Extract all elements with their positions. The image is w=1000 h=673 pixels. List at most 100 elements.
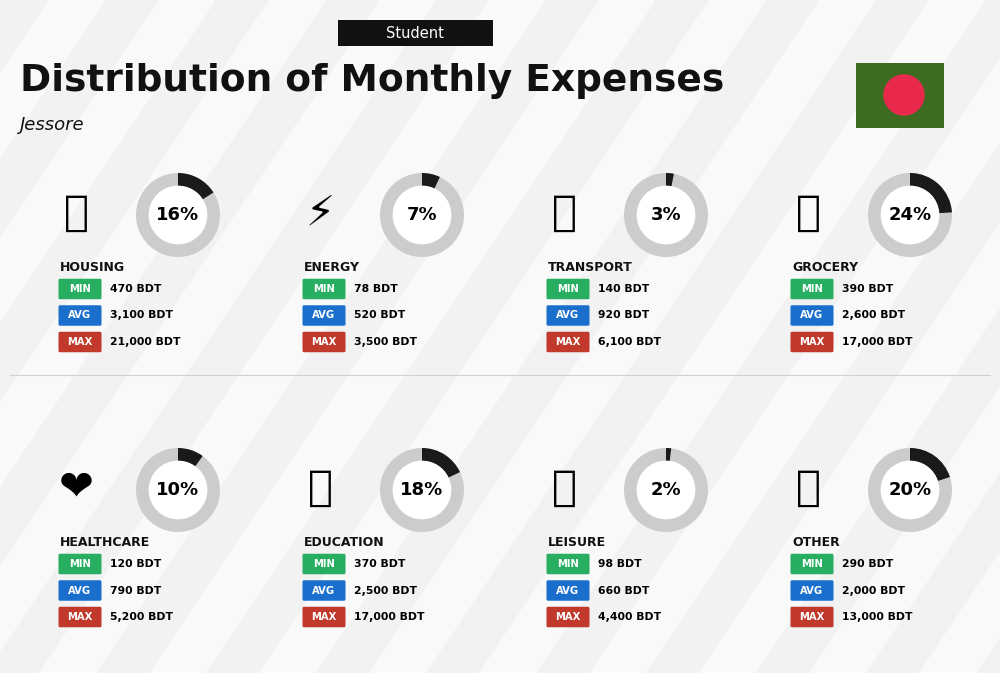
Wedge shape	[666, 448, 671, 461]
Text: AVG: AVG	[556, 310, 580, 320]
FancyBboxPatch shape	[790, 580, 834, 601]
FancyBboxPatch shape	[58, 279, 102, 299]
Text: ENERGY: ENERGY	[304, 261, 360, 274]
Text: TRANSPORT: TRANSPORT	[548, 261, 633, 274]
Text: 3%: 3%	[651, 206, 681, 224]
Text: Jessore: Jessore	[20, 116, 85, 134]
Wedge shape	[422, 173, 440, 188]
Text: MAX: MAX	[311, 612, 337, 622]
FancyBboxPatch shape	[547, 306, 590, 326]
Text: 🛒: 🛒	[796, 192, 820, 234]
Text: 🏙: 🏙	[64, 192, 88, 234]
Text: EDUCATION: EDUCATION	[304, 536, 385, 549]
Text: 10%: 10%	[156, 481, 200, 499]
Text: 3,500 BDT: 3,500 BDT	[354, 337, 417, 347]
Text: 20%: 20%	[888, 481, 932, 499]
Text: 🛍: 🛍	[552, 467, 576, 509]
Text: Student: Student	[386, 26, 444, 40]
FancyBboxPatch shape	[856, 63, 944, 127]
Text: MIN: MIN	[801, 559, 823, 569]
Text: 2%: 2%	[651, 481, 681, 499]
Wedge shape	[136, 448, 220, 532]
Text: 16%: 16%	[156, 206, 200, 224]
Circle shape	[150, 462, 206, 518]
Text: 5,200 BDT: 5,200 BDT	[110, 612, 173, 622]
Circle shape	[882, 462, 938, 518]
Text: 17,000 BDT: 17,000 BDT	[842, 337, 912, 347]
Circle shape	[884, 75, 924, 115]
Text: AVG: AVG	[556, 586, 580, 596]
FancyBboxPatch shape	[547, 332, 590, 352]
Text: LEISURE: LEISURE	[548, 536, 606, 549]
Text: Distribution of Monthly Expenses: Distribution of Monthly Expenses	[20, 63, 724, 99]
Wedge shape	[910, 448, 950, 481]
Circle shape	[638, 186, 694, 244]
FancyBboxPatch shape	[58, 306, 102, 326]
Text: AVG: AVG	[312, 586, 336, 596]
Text: MAX: MAX	[67, 337, 93, 347]
Text: 24%: 24%	[888, 206, 932, 224]
Wedge shape	[868, 173, 952, 257]
Wedge shape	[136, 173, 220, 257]
Text: AVG: AVG	[800, 310, 824, 320]
Text: OTHER: OTHER	[792, 536, 840, 549]
Text: 290 BDT: 290 BDT	[842, 559, 893, 569]
Text: AVG: AVG	[800, 586, 824, 596]
Text: MAX: MAX	[555, 337, 581, 347]
Text: 17,000 BDT: 17,000 BDT	[354, 612, 424, 622]
Text: 140 BDT: 140 BDT	[598, 284, 649, 294]
Wedge shape	[178, 448, 203, 466]
Text: 98 BDT: 98 BDT	[598, 559, 642, 569]
FancyBboxPatch shape	[302, 554, 346, 574]
Text: ⚡: ⚡	[305, 192, 335, 234]
FancyBboxPatch shape	[790, 332, 834, 352]
Text: MIN: MIN	[557, 284, 579, 294]
Text: AVG: AVG	[68, 586, 92, 596]
Text: ❤: ❤	[59, 467, 93, 509]
Wedge shape	[624, 173, 708, 257]
Text: MAX: MAX	[555, 612, 581, 622]
Text: MIN: MIN	[313, 559, 335, 569]
FancyBboxPatch shape	[790, 306, 834, 326]
FancyBboxPatch shape	[547, 580, 590, 601]
FancyBboxPatch shape	[790, 607, 834, 627]
Wedge shape	[380, 448, 464, 532]
Circle shape	[150, 186, 206, 244]
Text: 2,600 BDT: 2,600 BDT	[842, 310, 905, 320]
Text: 370 BDT: 370 BDT	[354, 559, 405, 569]
Text: 790 BDT: 790 BDT	[110, 586, 161, 596]
Text: 21,000 BDT: 21,000 BDT	[110, 337, 180, 347]
Text: 2,500 BDT: 2,500 BDT	[354, 586, 417, 596]
Text: MIN: MIN	[69, 559, 91, 569]
Text: 18%: 18%	[400, 481, 444, 499]
Text: MIN: MIN	[69, 284, 91, 294]
FancyBboxPatch shape	[790, 554, 834, 574]
Wedge shape	[666, 173, 674, 186]
Wedge shape	[380, 173, 464, 257]
Text: 390 BDT: 390 BDT	[842, 284, 893, 294]
Text: 120 BDT: 120 BDT	[110, 559, 161, 569]
Text: 78 BDT: 78 BDT	[354, 284, 398, 294]
Text: 13,000 BDT: 13,000 BDT	[842, 612, 912, 622]
Text: MIN: MIN	[801, 284, 823, 294]
Text: MIN: MIN	[557, 559, 579, 569]
Circle shape	[638, 462, 694, 518]
Wedge shape	[910, 173, 952, 213]
Text: GROCERY: GROCERY	[792, 261, 858, 274]
Text: HOUSING: HOUSING	[60, 261, 125, 274]
Wedge shape	[178, 173, 213, 199]
Wedge shape	[868, 448, 952, 532]
FancyBboxPatch shape	[547, 554, 590, 574]
Text: HEALTHCARE: HEALTHCARE	[60, 536, 150, 549]
Text: MAX: MAX	[67, 612, 93, 622]
Text: MIN: MIN	[313, 284, 335, 294]
Wedge shape	[422, 448, 460, 477]
FancyBboxPatch shape	[58, 607, 102, 627]
Text: 4,400 BDT: 4,400 BDT	[598, 612, 661, 622]
Text: AVG: AVG	[312, 310, 336, 320]
Text: 7%: 7%	[407, 206, 437, 224]
Circle shape	[882, 186, 938, 244]
Text: MAX: MAX	[799, 612, 825, 622]
Text: MAX: MAX	[799, 337, 825, 347]
Text: 470 BDT: 470 BDT	[110, 284, 161, 294]
